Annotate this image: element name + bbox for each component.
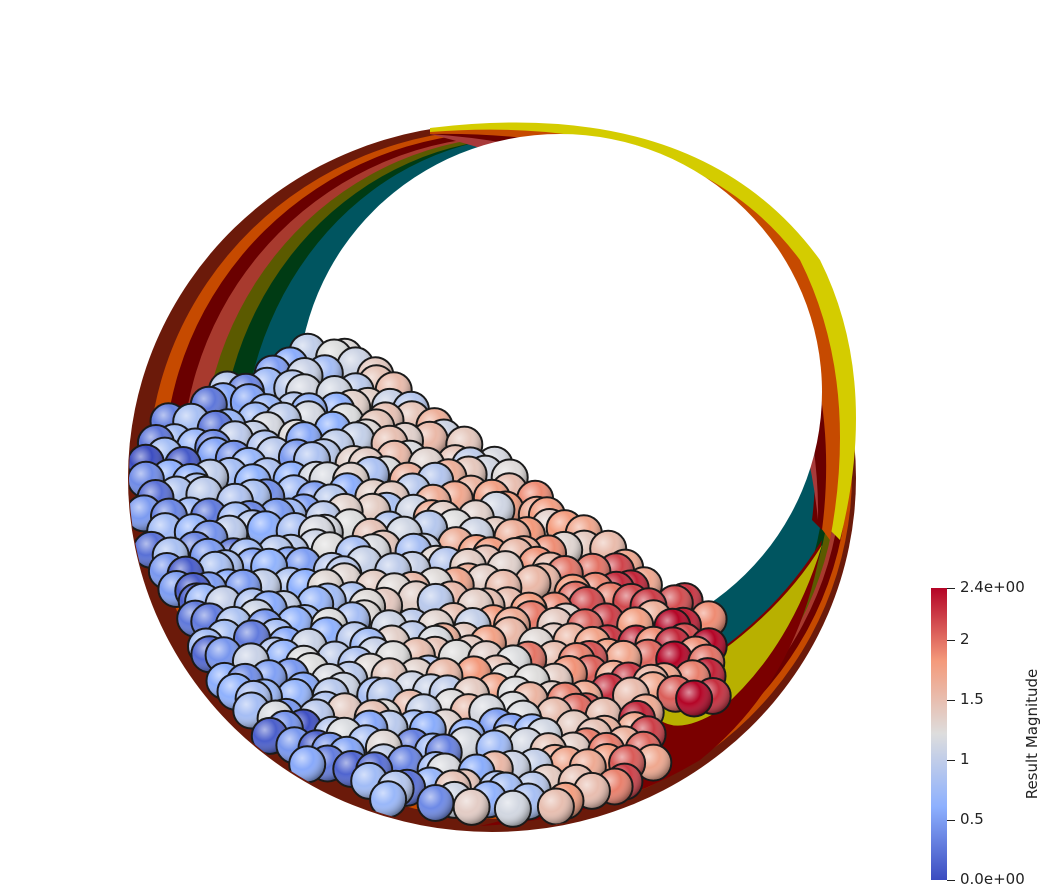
particle-shading xyxy=(454,789,489,824)
colorbar-tick-label: 2 xyxy=(960,630,970,648)
colorbar-gradient xyxy=(931,588,947,880)
colorbar-tick-label: 0.0e+00 xyxy=(960,870,1025,888)
colorbar-tick-label: 0.5 xyxy=(960,810,984,828)
colorbar-tick-mark xyxy=(947,640,955,641)
particle-shading xyxy=(371,782,406,817)
colorbar-tick-mark xyxy=(947,700,955,701)
particle-shading xyxy=(636,745,671,780)
particle-shading xyxy=(495,791,530,826)
particle-shading xyxy=(677,681,712,716)
particle-shading xyxy=(538,789,573,824)
colorbar-tick-mark xyxy=(947,820,955,821)
colorbar-tick-mark xyxy=(947,760,955,761)
particle-shading xyxy=(515,566,550,601)
colorbar-tick-label: 1.5 xyxy=(960,690,984,708)
colorbar-title: Result Magnitude xyxy=(1023,668,1041,800)
colorbar-tick-mark xyxy=(947,588,955,589)
particle-shading xyxy=(290,747,325,782)
colorbar-tick-label: 2.4e+00 xyxy=(960,578,1025,596)
particle-shading xyxy=(418,786,453,820)
colorbar-tick-mark xyxy=(947,880,955,881)
colorbar-tick-label: 1 xyxy=(960,750,970,768)
particle-bed xyxy=(129,332,732,828)
